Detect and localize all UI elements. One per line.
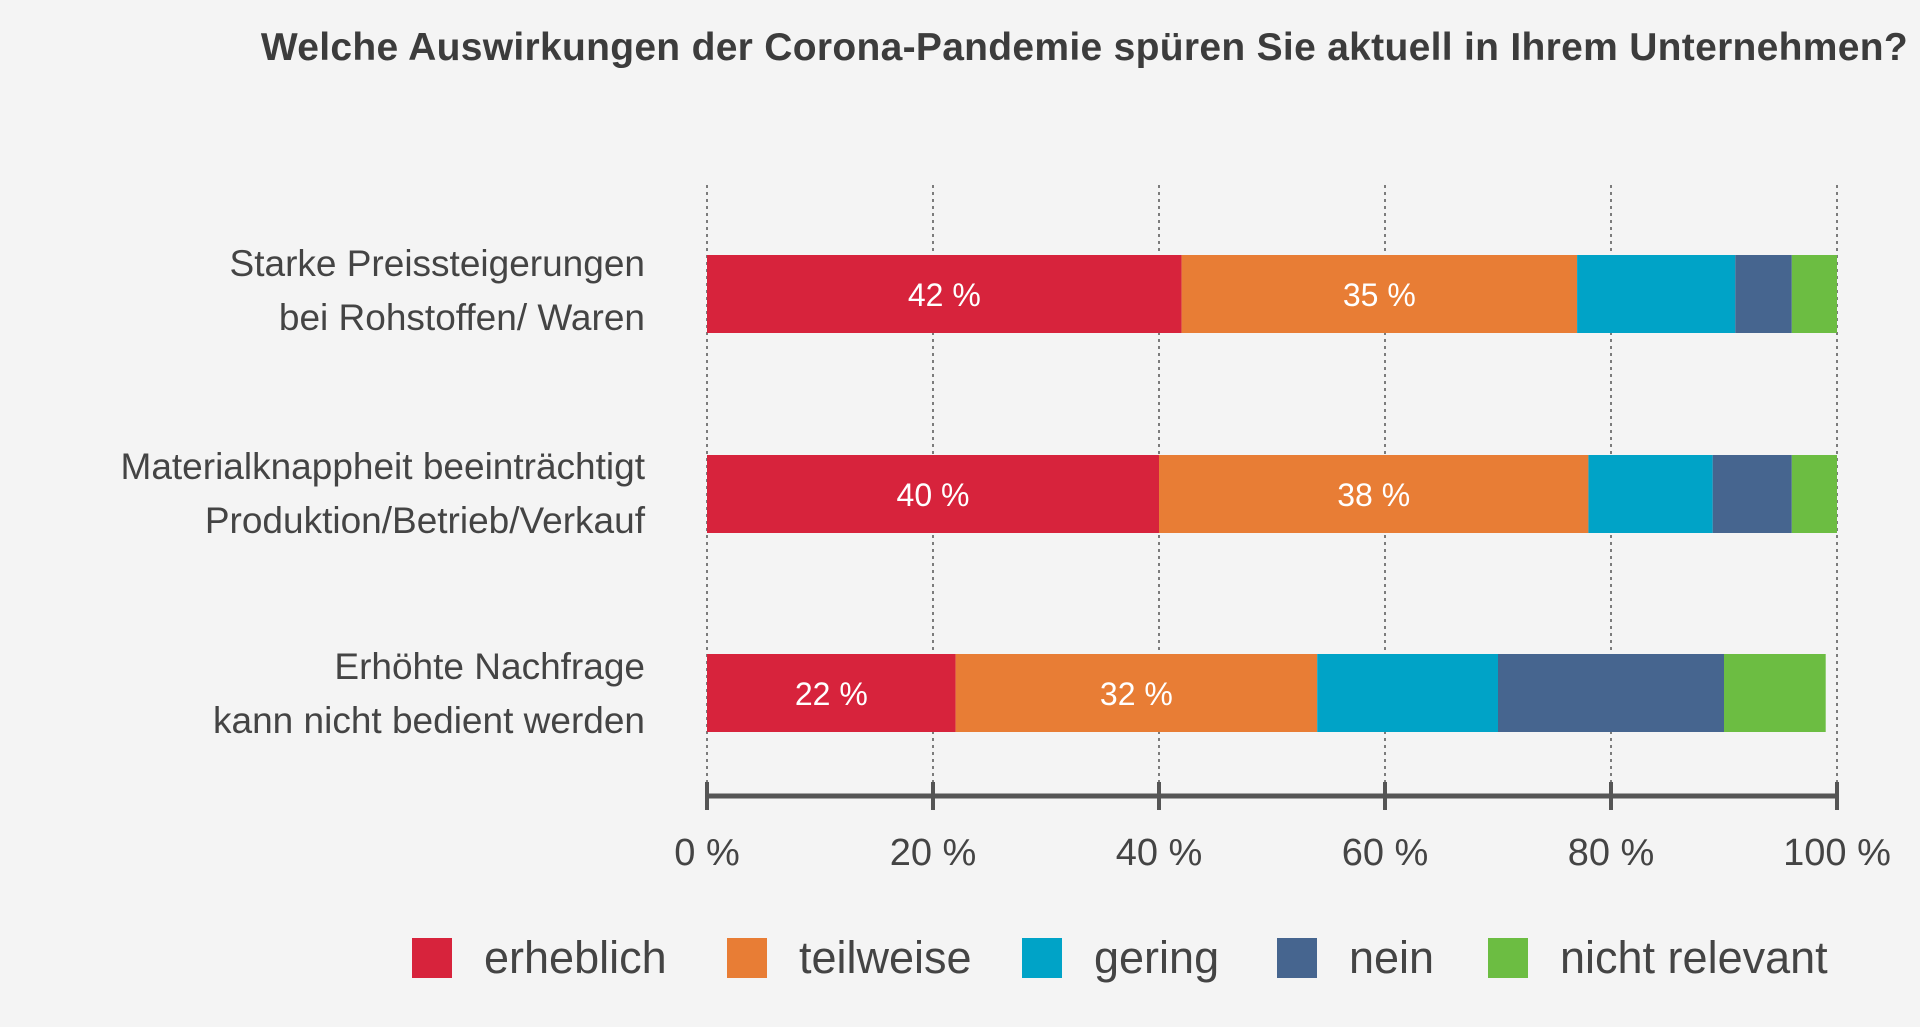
bar-segment-erheblich: [707, 654, 956, 732]
bar-segment-gering: [1317, 654, 1498, 732]
category-label-line: Starke Preissteigerungen: [229, 243, 645, 284]
bar-segment-nicht-relevant: [1724, 654, 1826, 732]
x-tick-label: 100 %: [1783, 832, 1891, 874]
legend-swatch: [727, 938, 767, 978]
data-label: 35 %: [1343, 277, 1416, 313]
category-label-preissteigerungen: Starke Preissteigerungen bei Rohstoffen/…: [5, 237, 645, 345]
x-tick-label: 20 %: [890, 832, 977, 874]
legend-swatch: [1277, 938, 1317, 978]
category-label-line: bei Rohstoffen/ Waren: [278, 297, 645, 338]
legend-swatch: [1488, 938, 1528, 978]
bar-segment-nicht-relevant: [1791, 255, 1837, 333]
bar-segment-gering: [1588, 455, 1713, 533]
x-tick-label: 0 %: [674, 832, 739, 874]
legend-swatch: [1022, 938, 1062, 978]
bar-segment-erheblich: [707, 455, 1159, 533]
x-tick-label: 40 %: [1116, 832, 1203, 874]
x-tick-label: 80 %: [1568, 832, 1655, 874]
data-label: 38 %: [1337, 477, 1410, 513]
data-label: 42 %: [908, 277, 981, 313]
bar-segment-nein: [1712, 455, 1792, 533]
category-label-line: kann nicht bedient werden: [213, 700, 645, 741]
legend-label: nein: [1349, 932, 1435, 983]
data-label: 32 %: [1100, 676, 1173, 712]
legend-label: gering: [1094, 932, 1220, 983]
bar-segment-nein: [1735, 255, 1792, 333]
legend-item: erheblich: [412, 928, 667, 988]
legend-item: nicht relevant: [1488, 928, 1828, 988]
legend-label: nicht relevant: [1560, 932, 1828, 983]
category-label-line: Produktion/Betrieb/Verkauf: [204, 500, 645, 541]
legend-item: nein: [1277, 928, 1434, 988]
bar-segment-erheblich: [707, 255, 1182, 333]
category-label-line: Erhöhte Nachfrage: [334, 646, 645, 687]
category-label-line: Materialknappheit beeinträchtigt: [120, 446, 646, 487]
bar-segment-nein: [1498, 654, 1724, 732]
bar-segment-teilweise: [1159, 455, 1589, 533]
legend-label: erheblich: [484, 932, 667, 983]
plot-area: 42 % 35 % 40 % 38 % 22 % 32 % 0 % 20 % 40 % 60 % 8…: [674, 185, 1891, 874]
legend-item: gering: [1022, 928, 1219, 988]
category-label-nachfrage: Erhöhte Nachfrage kann nicht bedient wer…: [5, 640, 645, 748]
legend-label: teilweise: [799, 932, 972, 983]
data-label: 22 %: [795, 676, 868, 712]
bar-segment-teilweise: [1181, 255, 1578, 333]
category-label-materialknappheit: Materialknappheit beeinträchtigt Produkt…: [5, 440, 646, 548]
bar-segment-nicht-relevant: [1791, 455, 1837, 533]
legend-item: teilweise: [727, 928, 972, 988]
data-label: 40 %: [897, 477, 970, 513]
chart-title: Welche Auswirkungen der Corona-Pandemie …: [260, 26, 1908, 69]
bar-segment-gering: [1577, 255, 1736, 333]
x-tick-label: 60 %: [1342, 832, 1429, 874]
legend-swatch: [412, 938, 452, 978]
legend: erheblich teilweise gering nein nicht releva…: [0, 928, 1920, 988]
bar-segment-teilweise: [955, 654, 1318, 732]
